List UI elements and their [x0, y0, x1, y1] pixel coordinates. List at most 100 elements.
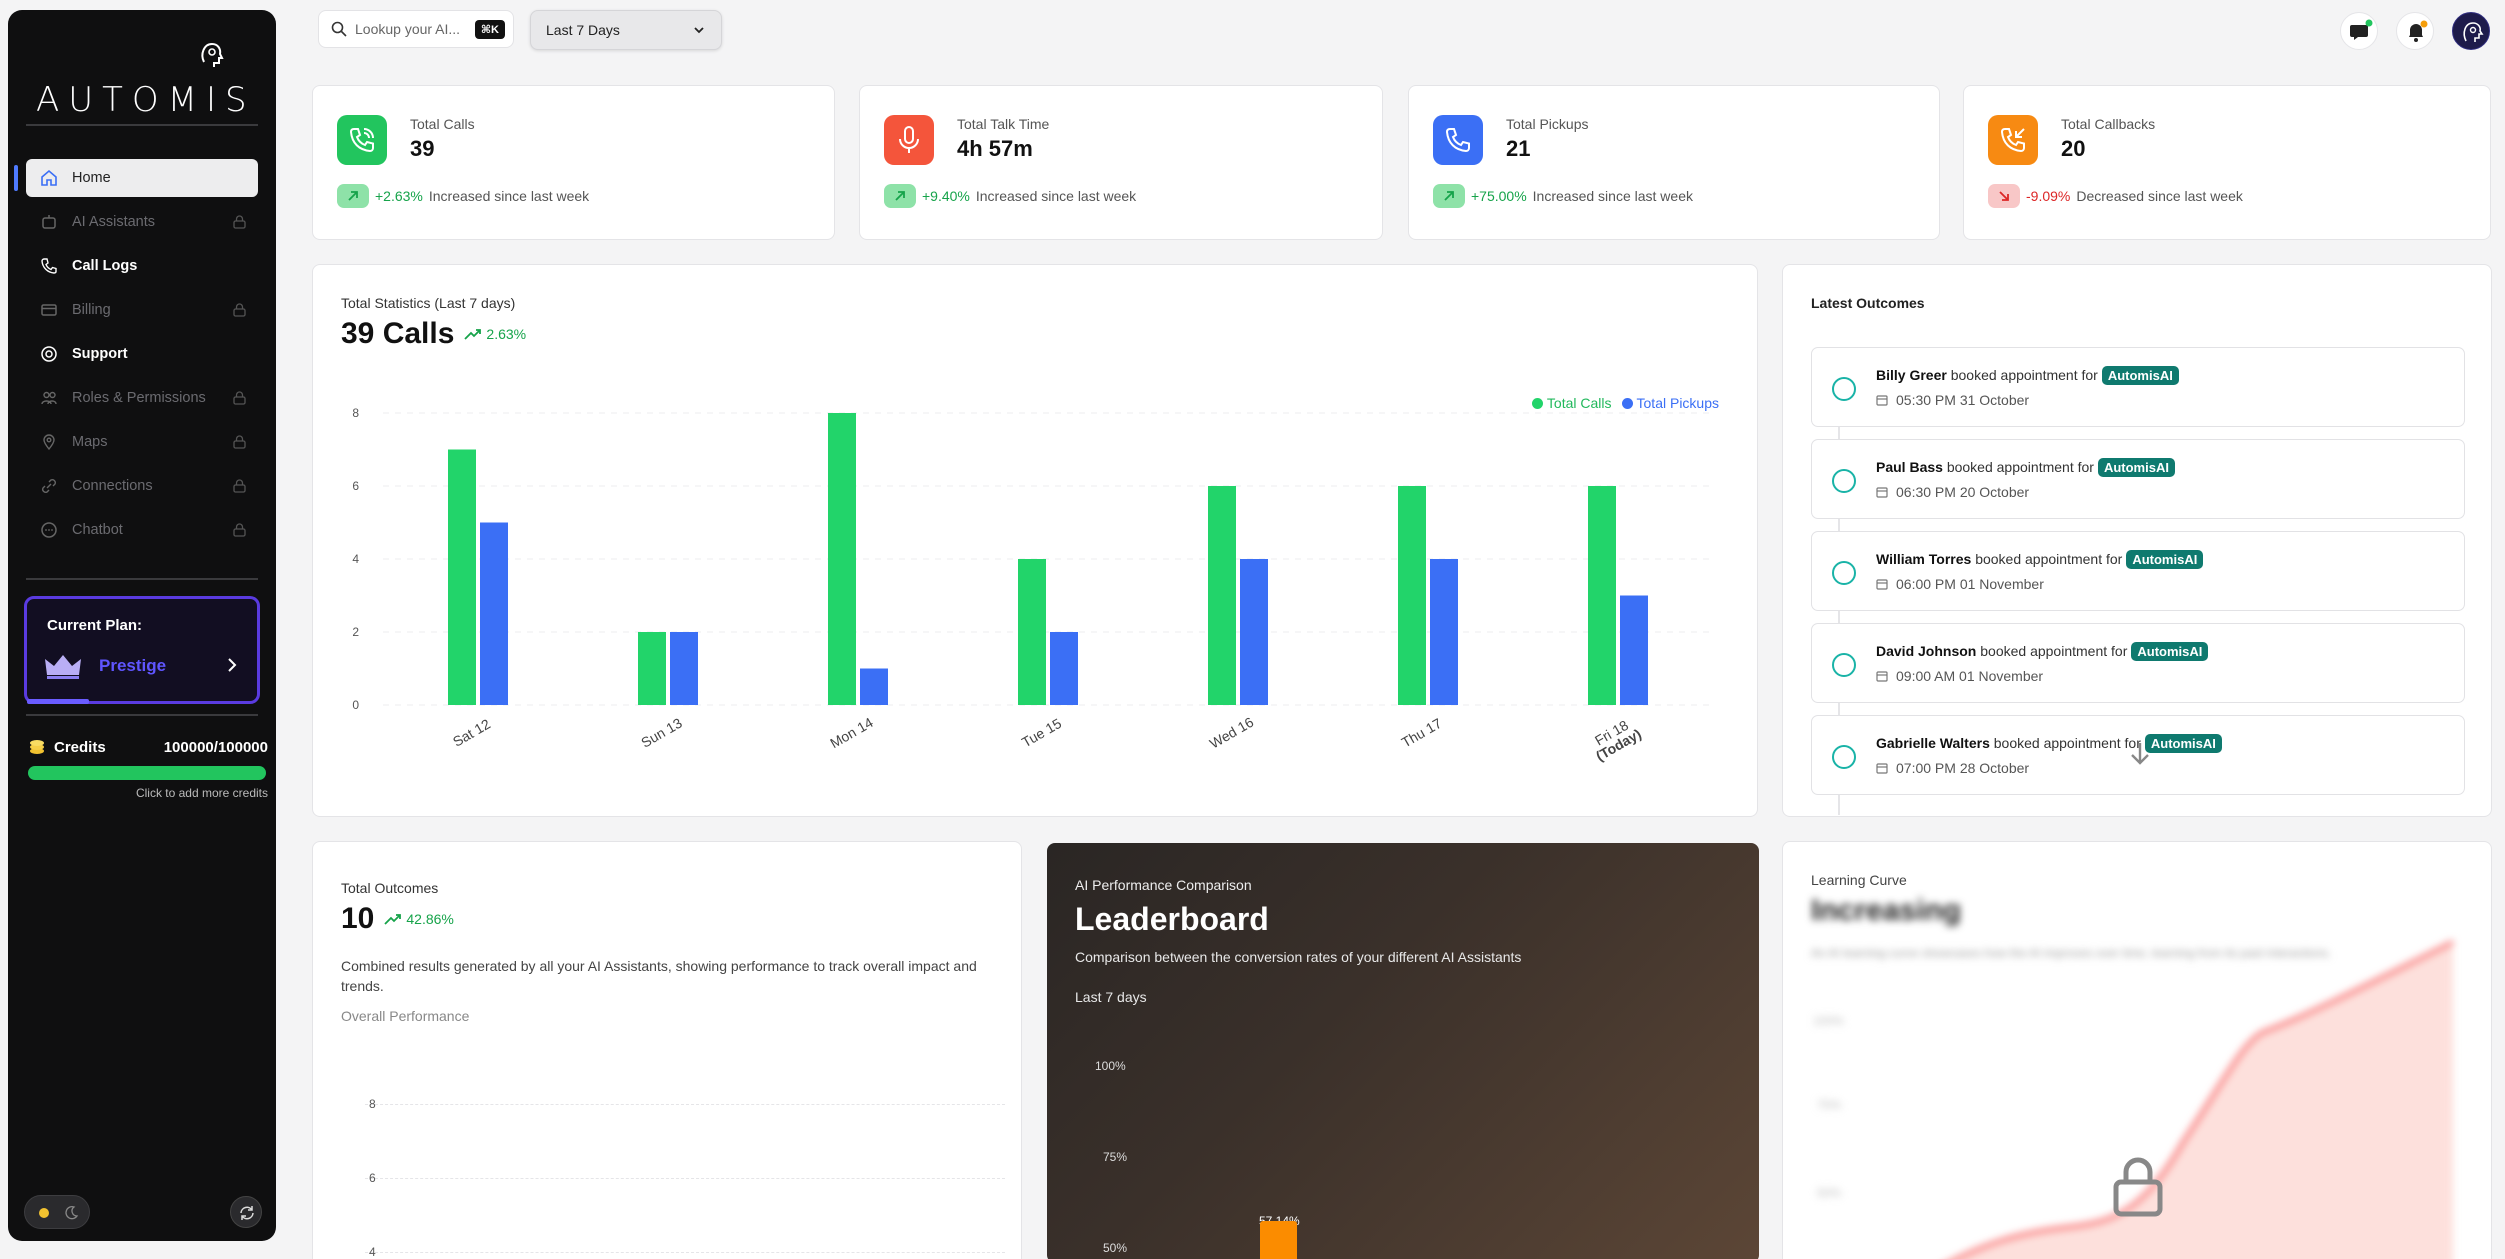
plan-title: Current Plan: [47, 617, 143, 634]
stat-card-total-callbacks[interactable]: Total Callbacks 20 -9.09% Decreased sinc… [1963, 85, 2491, 240]
shortcut-badge: ⌘K [474, 20, 505, 39]
bar-chart: 0 2 4 6 8 Sat 12 Sun 13 Mon 14 Tue 15 Wed 16 Thu 1… [352, 406, 1713, 764]
leaderboard-description: Comparison between the conversion rates … [1075, 949, 1522, 965]
bar[interactable] [480, 522, 508, 706]
bar[interactable] [828, 413, 856, 705]
bar[interactable] [1398, 486, 1426, 705]
credits-note[interactable]: Click to add more credits [135, 786, 268, 800]
notifications-button[interactable] [2396, 12, 2434, 50]
lock-icon [233, 479, 246, 493]
bar[interactable] [448, 449, 476, 706]
outcome-item[interactable]: Paul Bass booked appointment for AutomisA… [1811, 439, 2465, 519]
sidebar-item-maps[interactable]: Maps [26, 420, 258, 464]
credits-bar [28, 766, 266, 780]
bar[interactable] [1620, 595, 1648, 706]
stat-percent: +9.40% [922, 188, 970, 204]
bar[interactable] [860, 668, 888, 706]
lock-icon [233, 303, 246, 317]
x-tick-label: Mon 14 [827, 714, 876, 751]
x-tick-label: Fri 18(Today) [1586, 713, 1644, 764]
search-input[interactable]: Lookup your AI... ⌘K [318, 10, 514, 48]
y-tick-label: 0 [352, 698, 359, 712]
chat-icon [41, 522, 57, 538]
chat-bubble-icon [2350, 19, 2373, 40]
refresh-icon [240, 1206, 254, 1220]
sidebar-item-billing[interactable]: Billing [26, 288, 258, 332]
outcome-time: 06:30 PM 20 October [1896, 484, 2030, 500]
outcome-time: 09:00 AM 01 November [1896, 668, 2044, 684]
bar[interactable] [1240, 559, 1268, 705]
status-circle-icon [1832, 377, 1856, 401]
legend-swatch [1531, 398, 1543, 409]
sidebar-item-label: Connections [72, 478, 153, 494]
y-tick-label: 100% [1813, 1014, 1844, 1028]
current-plan-card[interactable]: Current Plan: Prestige [24, 596, 260, 704]
sidebar-item-roles-permissions[interactable]: Roles & Permissions [26, 376, 258, 420]
outcome-item[interactable]: David Johnson booked appointment for Auto… [1811, 623, 2465, 703]
sidebar-item-call-logs[interactable]: Call Logs [26, 244, 258, 288]
sidebar-item-connections[interactable]: Connections [26, 464, 258, 508]
stat-trend: +9.40% Increased since last week [884, 184, 1136, 208]
bar[interactable] [670, 632, 698, 705]
sun-icon [39, 1208, 49, 1218]
learning-description: An AI learning curve showcases how the A… [1811, 946, 2332, 960]
date-range-select[interactable]: Last 7 Days [530, 10, 722, 50]
brand-logo[interactable]: AUTOMIS [36, 32, 248, 120]
refresh-button[interactable] [230, 1196, 262, 1228]
chevron-right-icon [228, 658, 237, 672]
total-outcomes-card: Total Outcomes 10 42.86% Combined result… [312, 841, 1022, 1259]
bar[interactable] [1050, 632, 1078, 705]
phone-icon [1445, 128, 1470, 153]
outcome-item[interactable]: Billy Greer booked appointment for Automi… [1811, 347, 2465, 427]
stat-label: Total Pickups [1506, 116, 1589, 132]
y-tick-label: 4 [352, 552, 359, 566]
outcome-name: Billy Greer [1876, 367, 1947, 383]
sidebar-item-label: Roles & Permissions [72, 390, 206, 406]
bar[interactable] [1208, 486, 1236, 705]
stat-label: Total Callbacks [2061, 116, 2156, 132]
avatar[interactable] [2452, 12, 2490, 50]
sidebar-item-home[interactable]: Home [14, 159, 258, 197]
y-tick-label: 4 [369, 1245, 376, 1259]
learning-title: Increasing [1811, 894, 1962, 927]
link-icon [42, 479, 56, 493]
bar[interactable] [1018, 559, 1046, 705]
outcome-item[interactable]: Gabrielle Walters booked appointment for… [1811, 715, 2465, 795]
stat-card-total-calls[interactable]: Total Calls 39 +2.63% Increased since la… [312, 85, 835, 240]
statistics-delta: 2.63% [486, 326, 527, 342]
sidebar-item-support[interactable]: Support [26, 332, 258, 376]
credits-panel[interactable]: Credits 100000/100000 Click to add more … [28, 738, 268, 800]
divider [26, 124, 258, 126]
leaderboard-kicker: AI Performance Comparison [1075, 877, 1252, 893]
sidebar-item-chatbot[interactable]: Chatbot [26, 508, 258, 552]
users-icon [41, 391, 57, 405]
scroll-down-icon[interactable] [2129, 741, 2151, 767]
stat-percent: +2.63% [375, 188, 423, 204]
outcome-item[interactable]: William Torres booked appointment for Aut… [1811, 531, 2465, 611]
legend-item[interactable]: Total Pickups [1621, 395, 1719, 411]
y-tick-label: 8 [352, 406, 359, 420]
lock-icon[interactable] [2111, 1154, 2165, 1218]
lock-icon [233, 435, 246, 449]
conversion-bar[interactable] [1260, 1221, 1297, 1259]
messages-button[interactable] [2340, 12, 2378, 50]
outcome-time: 06:00 PM 01 November [1896, 576, 2044, 592]
sidebar-item-ai-assistants[interactable]: AI Assistants [26, 200, 258, 244]
lock-icon [233, 215, 246, 229]
theme-toggle[interactable] [24, 1195, 90, 1229]
stat-card-total-pickups[interactable]: Total Pickups 21 +75.00% Increased since… [1408, 85, 1940, 240]
map-pin-icon [43, 434, 55, 451]
assistant-tag: AutomisAI [2144, 734, 2222, 753]
overall-performance-label: Overall Performance [341, 1008, 470, 1024]
leaderboard-period: Last 7 days [1075, 989, 1147, 1005]
bar[interactable] [1430, 559, 1458, 705]
legend-item[interactable]: Total Calls [1531, 395, 1612, 411]
stat-card-total-talk-time[interactable]: Total Talk Time 4h 57m +9.40% Increased … [859, 85, 1383, 240]
phone-icon [41, 258, 57, 274]
bar[interactable] [638, 632, 666, 705]
active-indicator [14, 165, 18, 191]
stat-note: Decreased since last week [2076, 188, 2243, 204]
calendar-icon [1876, 395, 1888, 406]
bar[interactable] [1588, 486, 1616, 705]
status-circle-icon [1832, 561, 1856, 585]
